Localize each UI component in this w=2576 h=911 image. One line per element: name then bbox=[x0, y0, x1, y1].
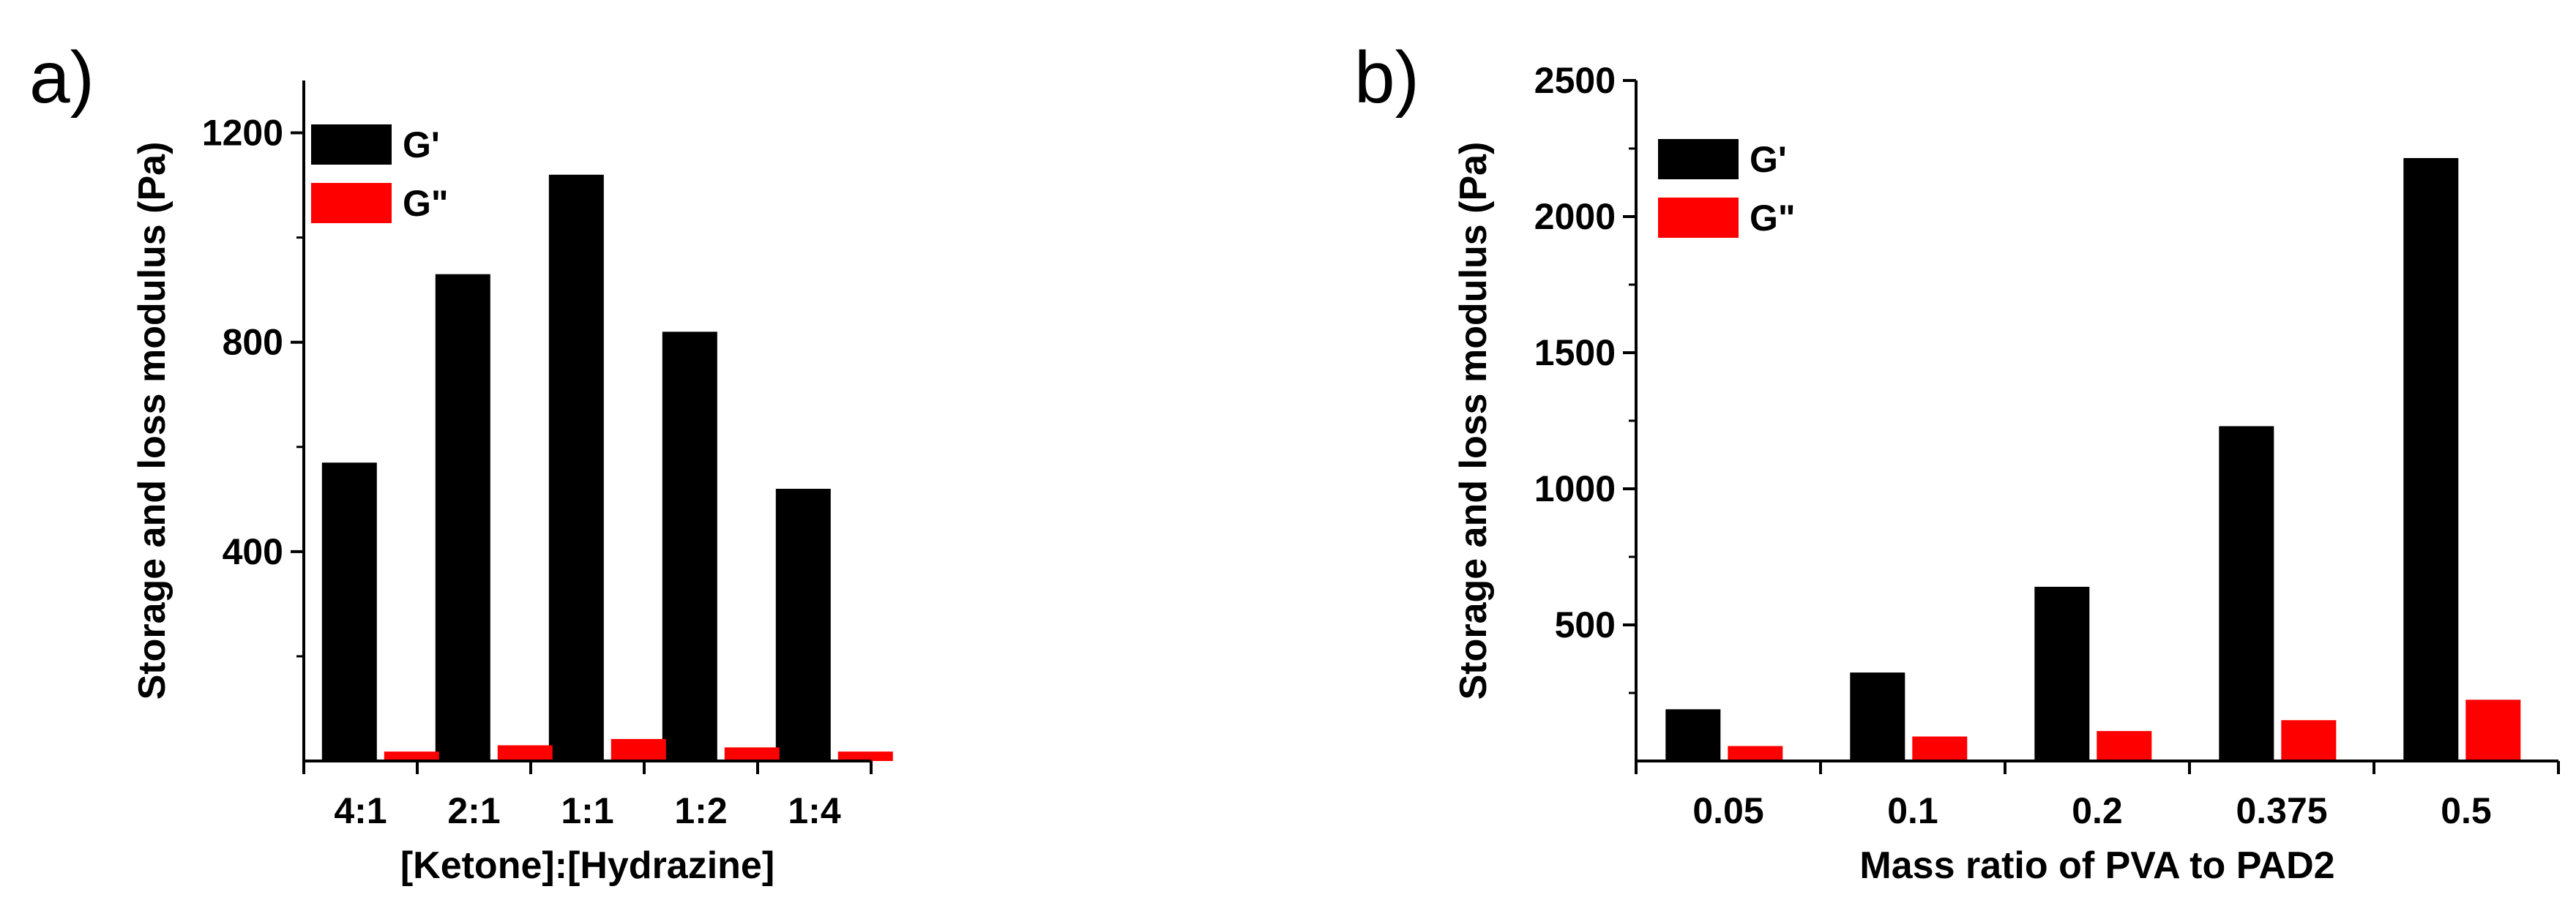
legend-label-a-g-double-prime: G" bbox=[403, 183, 449, 224]
bar-b-g-prime-2 bbox=[1850, 672, 1905, 761]
x-tick-label-b-1: 0.05 bbox=[1692, 790, 1763, 831]
bar-a-g-prime-1 bbox=[321, 462, 377, 761]
bar-a-g-double-prime-5 bbox=[837, 751, 893, 761]
panel-label-b: b) bbox=[1354, 37, 1419, 119]
x-tick-label-a-4: 1:2 bbox=[674, 790, 727, 831]
bar-b-g-double-prime-3 bbox=[2097, 731, 2152, 761]
bar-a-g-prime-3 bbox=[548, 174, 604, 761]
x-tick-label-a-2: 2:1 bbox=[447, 790, 500, 831]
legend-label-b-g-double-prime: G" bbox=[1750, 198, 1796, 239]
y-tick-label-b-5: 2500 bbox=[1534, 60, 1616, 101]
bar-b-g-double-prime-5 bbox=[2465, 700, 2521, 761]
bar-b-g-double-prime-2 bbox=[1912, 736, 1968, 761]
legend-swatch-b-g-double-prime bbox=[1658, 198, 1739, 238]
y-tick-label-b-2: 1000 bbox=[1534, 468, 1616, 509]
x-tick-label-b-3: 0.2 bbox=[2072, 790, 2123, 831]
legend-swatch-a-g-prime bbox=[311, 124, 392, 165]
legend-swatch-b-g-prime bbox=[1658, 139, 1739, 179]
bar-a-g-prime-4 bbox=[662, 331, 717, 761]
x-tick-label-a-3: 1:1 bbox=[561, 790, 613, 831]
bar-a-g-double-prime-3 bbox=[611, 738, 666, 761]
y-axis-title-b: Storage and loss modulus (Pa) bbox=[1452, 142, 1495, 700]
y-axis-title-a: Storage and loss modulus (Pa) bbox=[131, 142, 173, 700]
y-tick-label-b-3: 1500 bbox=[1534, 332, 1616, 373]
x-tick-label-b-5: 0.5 bbox=[2441, 790, 2492, 831]
panel-label-a: a) bbox=[29, 37, 94, 119]
y-tick-label-a-3: 1200 bbox=[202, 113, 283, 154]
x-axis-title-b: Mass ratio of PVA to PAD2 bbox=[1859, 844, 2334, 887]
x-tick-label-b-4: 0.375 bbox=[2236, 790, 2327, 831]
chart-panel-b: b) 500 1000 1500 2000 2500 0.05 0.1 0.2 0.375 0.5 M… bbox=[1354, 37, 2560, 887]
bar-b-g-prime-5 bbox=[2403, 158, 2459, 761]
bar-a-g-prime-5 bbox=[775, 489, 831, 761]
legend-label-b-g-prime: G' bbox=[1750, 139, 1787, 180]
y-tick-label-a-2: 800 bbox=[223, 322, 283, 363]
bar-b-g-double-prime-1 bbox=[1728, 746, 1783, 761]
bar-a-g-double-prime-4 bbox=[724, 747, 780, 761]
legend-swatch-a-g-double-prime bbox=[311, 183, 392, 223]
bar-b-g-double-prime-4 bbox=[2281, 720, 2337, 761]
x-axis-title-a: [Ketone]:[Hydrazine] bbox=[400, 844, 774, 887]
bar-b-g-prime-1 bbox=[1665, 709, 1721, 761]
x-tick-label-a-1: 4:1 bbox=[334, 790, 387, 831]
y-tick-label-b-4: 2000 bbox=[1534, 196, 1616, 237]
bar-b-g-prime-3 bbox=[2034, 586, 2090, 761]
y-tick-label-b-1: 500 bbox=[1555, 604, 1616, 645]
bar-a-g-double-prime-2 bbox=[497, 745, 553, 761]
bar-a-g-prime-2 bbox=[435, 274, 490, 761]
x-tick-label-b-2: 0.1 bbox=[1887, 790, 1938, 831]
legend-label-a-g-prime: G' bbox=[403, 124, 440, 165]
x-tick-label-a-5: 1:4 bbox=[788, 790, 840, 831]
chart-panel-a: a) 400 800 1200 4:1 2:1 1:1 1:2 1:4 [Ketone]:[Hyd… bbox=[29, 37, 893, 887]
y-tick-label-a-1: 400 bbox=[223, 531, 283, 572]
bar-b-g-prime-4 bbox=[2219, 426, 2274, 761]
bar-a-g-double-prime-1 bbox=[384, 751, 439, 761]
